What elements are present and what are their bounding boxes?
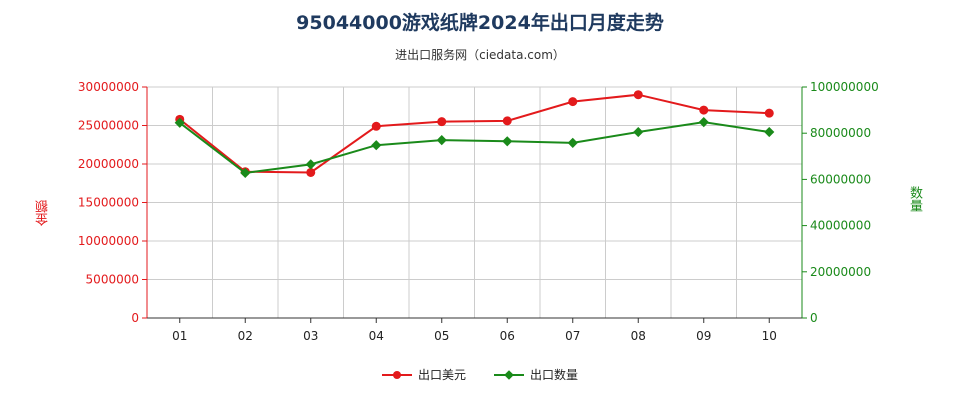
y-left-tick-label: 10000000: [78, 234, 139, 248]
data-point-amount: [306, 167, 316, 177]
legend-item-amount[interactable]: 出口美元: [381, 366, 466, 383]
legend: 出口美元 出口数量: [0, 366, 960, 383]
data-point-quantity: [567, 137, 578, 148]
data-point-amount: [699, 105, 709, 115]
data-point-quantity: [174, 117, 185, 128]
x-tick-label: 07: [565, 329, 580, 343]
x-tick-label: 01: [172, 329, 187, 343]
y-left-tick-label: 0: [131, 311, 139, 325]
data-point-amount: [633, 90, 643, 100]
y-left-tick-label: 20000000: [78, 157, 139, 171]
legend-item-quantity[interactable]: 出口数量: [494, 366, 578, 383]
x-tick-label: 03: [303, 329, 318, 343]
legend-swatch-amount: [381, 369, 412, 381]
y-left-tick-label: 15000000: [78, 196, 139, 210]
data-point-quantity: [371, 140, 382, 151]
x-tick-label: 04: [369, 329, 384, 343]
data-point-quantity: [502, 136, 513, 147]
y-axis-left-label: 金额: [36, 200, 51, 226]
data-point-quantity: [240, 167, 251, 179]
data-point-amount: [371, 121, 381, 131]
chart-title: 95044000游戏纸牌2024年出口月度走势: [296, 12, 664, 34]
x-tick-label: 02: [238, 329, 253, 343]
y-right-tick-label: 0: [810, 311, 818, 325]
y-left-tick-label: 30000000: [78, 80, 139, 94]
y-axis-right-label: 数量: [907, 186, 922, 212]
legend-label-amount: 出口美元: [417, 368, 466, 382]
x-tick-label: 05: [434, 329, 449, 343]
legend-swatch-quantity: [494, 369, 524, 381]
series-line-amount: [179, 93, 770, 174]
data-point-quantity: [633, 126, 644, 138]
series-line-quantity: [179, 121, 770, 174]
data-point-amount: [437, 117, 447, 127]
data-point-quantity: [764, 126, 775, 138]
data-point-quantity: [436, 135, 447, 146]
x-tick-label: 10: [762, 329, 777, 343]
y-right-tick-label: 20000000: [810, 265, 871, 279]
y-right-tick-label: 80000000: [810, 126, 871, 140]
legend-label-quantity: 出口数量: [530, 368, 579, 382]
x-tick-label: 09: [696, 329, 711, 343]
data-point-amount: [568, 97, 578, 107]
x-tick-label: 08: [631, 329, 646, 343]
y-left-tick-label: 5000000: [86, 273, 139, 287]
y-right-tick-label: 60000000: [810, 172, 871, 186]
data-point-amount: [502, 116, 512, 126]
y-right-tick-label: 100000000: [810, 80, 879, 94]
y-right-tick-label: 40000000: [810, 219, 871, 233]
x-tick-label: 06: [500, 329, 515, 343]
data-point-quantity: [305, 159, 316, 170]
y-left-tick-label: 25000000: [78, 119, 139, 133]
chart-subtitle: 进出口服务网（ciedata.com）: [395, 48, 565, 62]
data-point-amount: [764, 108, 774, 118]
